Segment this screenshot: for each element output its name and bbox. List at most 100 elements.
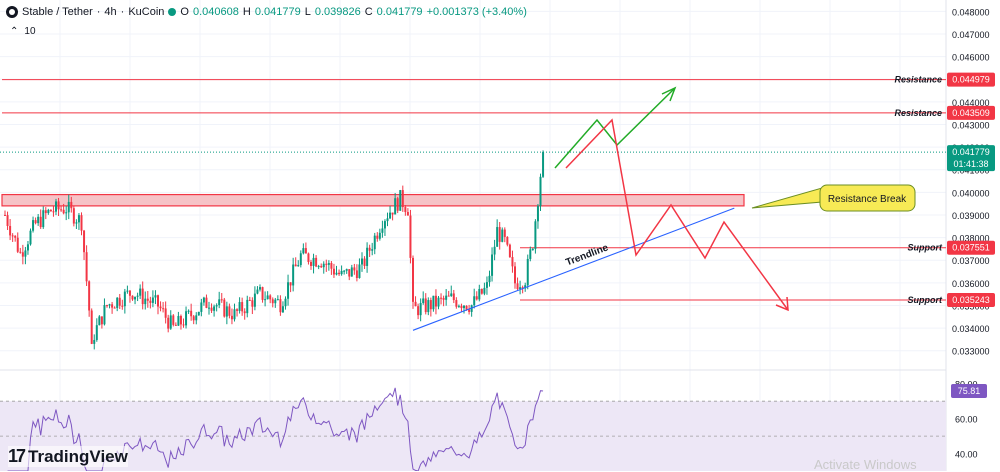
candle-body (542, 152, 545, 177)
candle-body (47, 209, 50, 214)
candle-body (241, 302, 244, 312)
candle-body (248, 299, 251, 301)
candle-body (299, 253, 302, 266)
callout-pointer (751, 187, 823, 209)
open-value: 0.040608 (192, 6, 239, 18)
candle-body (95, 325, 98, 340)
candle-body (172, 315, 175, 325)
candle-body (511, 257, 514, 267)
candle-body (447, 295, 450, 297)
candle-body (32, 220, 35, 231)
candle-body (327, 263, 330, 265)
candle-body (368, 247, 371, 251)
bearish-projection-path (565, 118, 789, 311)
candle-body (14, 235, 17, 238)
callout-text: Resistance Break (828, 194, 907, 205)
candle-body (215, 305, 218, 307)
candle-body (514, 266, 516, 284)
candle-body (146, 298, 149, 301)
candle-body (389, 212, 392, 219)
candle-body (75, 222, 78, 224)
candle-body (60, 209, 63, 211)
candle-body (409, 215, 412, 258)
candle-body (21, 252, 24, 257)
candle-body (256, 289, 259, 294)
candle-body (348, 269, 351, 277)
level-value-badge (947, 72, 995, 87)
chevron-up-icon[interactable]: ⌃ (10, 26, 19, 37)
y-tick-label: 0.034000 (952, 324, 990, 334)
candle-body (297, 265, 300, 267)
candle-body (39, 216, 42, 228)
indicator-value: 10 (24, 26, 36, 37)
candle-body (52, 211, 55, 213)
candle-body (325, 263, 328, 265)
candle-body (498, 227, 501, 242)
candle-body (44, 210, 47, 214)
candle-body (343, 270, 346, 272)
candle-body (70, 201, 73, 209)
candle-body (427, 300, 430, 313)
symbol-name[interactable]: Stable / Tether (22, 6, 93, 18)
candle-body (383, 221, 386, 229)
candle-body (251, 300, 254, 307)
level-value-text: 0.044979 (952, 75, 990, 85)
low-value: 0.039826 (314, 6, 361, 18)
candle-body (136, 295, 139, 297)
close-label: C (364, 6, 373, 18)
indicator-row[interactable]: ⌃ 10 (10, 26, 36, 37)
candle-body (62, 209, 65, 214)
candle-body (539, 176, 542, 206)
candle-body (264, 299, 267, 301)
level-label: Support (908, 295, 943, 305)
candle-body (450, 293, 453, 297)
level-label: Resistance (894, 108, 942, 118)
candle-body (6, 215, 9, 226)
y-tick-label: 0.038000 (952, 234, 990, 244)
candle-body (440, 297, 443, 299)
candle-body (496, 227, 499, 247)
candle-body (531, 248, 534, 250)
os-watermark: Activate Windows (814, 457, 917, 472)
bullish-arrowhead (661, 86, 677, 102)
y-tick-label: 0.039000 (952, 211, 990, 221)
candle-body (83, 230, 86, 253)
candle-body (284, 298, 287, 307)
trendline (412, 207, 735, 331)
candle-body (503, 229, 506, 237)
candle-body (230, 315, 233, 320)
candle-body (526, 258, 529, 286)
candle-body (225, 306, 228, 317)
candle-body (442, 297, 445, 300)
close-value: 0.041779 (376, 6, 423, 18)
candle-body (524, 285, 527, 289)
candle-body (11, 235, 14, 237)
candle-body (108, 304, 111, 306)
candle-body (149, 300, 152, 303)
candle-body (279, 299, 282, 313)
candle-body (113, 307, 116, 309)
candle-body (57, 201, 60, 210)
tradingview-brand[interactable]: 17 TradingView (8, 446, 128, 467)
candle-body (253, 293, 256, 307)
coin-icon (6, 6, 18, 18)
candle-body (292, 264, 295, 286)
candle-body (483, 287, 486, 294)
candle-body (501, 229, 504, 242)
candle-body (534, 221, 537, 249)
candle-body (473, 296, 476, 306)
candle-body (366, 247, 369, 266)
open-label: O (180, 6, 189, 18)
candle-body (412, 257, 414, 302)
y-tick-label: 0.044000 (952, 98, 990, 108)
candle-body (463, 305, 465, 309)
candle-body (455, 300, 458, 307)
interval[interactable]: 4h (104, 6, 117, 18)
exchange: KuCoin (128, 6, 165, 18)
candle-body (98, 316, 101, 326)
candle-body (320, 266, 323, 268)
candle-body (304, 248, 307, 254)
candle-body (236, 309, 239, 311)
candle-body (169, 315, 172, 329)
